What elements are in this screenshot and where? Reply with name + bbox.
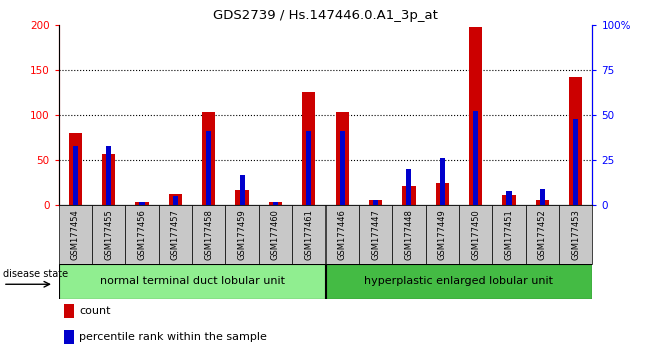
Text: disease state: disease state xyxy=(3,269,68,279)
Bar xyxy=(192,205,225,264)
Bar xyxy=(302,92,316,205)
Bar xyxy=(240,175,245,205)
Bar xyxy=(392,205,426,264)
Bar xyxy=(574,119,578,205)
Text: GSM177447: GSM177447 xyxy=(371,209,380,260)
Bar xyxy=(68,133,82,205)
Text: GSM177454: GSM177454 xyxy=(71,209,80,260)
Bar xyxy=(273,202,278,205)
Bar xyxy=(269,202,282,205)
Bar xyxy=(64,304,74,318)
Bar xyxy=(569,77,583,205)
Bar xyxy=(73,146,77,205)
Bar xyxy=(459,205,492,264)
Bar xyxy=(326,264,592,299)
Text: GSM177461: GSM177461 xyxy=(304,209,313,260)
Bar xyxy=(525,205,559,264)
Bar xyxy=(503,195,516,205)
Bar xyxy=(258,205,292,264)
Bar xyxy=(559,205,592,264)
Bar xyxy=(436,183,449,205)
Text: count: count xyxy=(79,306,111,316)
Bar xyxy=(92,205,125,264)
Bar xyxy=(506,191,512,205)
Text: hyperplastic enlarged lobular unit: hyperplastic enlarged lobular unit xyxy=(365,276,553,286)
Text: GSM177448: GSM177448 xyxy=(404,209,413,260)
Bar xyxy=(406,169,411,205)
Bar xyxy=(225,205,258,264)
Text: percentile rank within the sample: percentile rank within the sample xyxy=(79,332,267,342)
Bar xyxy=(340,131,344,205)
Bar xyxy=(369,200,382,205)
Bar xyxy=(236,190,249,205)
Text: GSM177460: GSM177460 xyxy=(271,209,280,260)
Bar xyxy=(292,205,326,264)
Bar xyxy=(173,196,178,205)
Bar xyxy=(492,205,525,264)
Text: GSM177446: GSM177446 xyxy=(338,209,347,260)
Bar xyxy=(335,112,349,205)
Text: GSM177451: GSM177451 xyxy=(505,209,514,260)
Bar xyxy=(139,202,145,205)
Text: GSM177458: GSM177458 xyxy=(204,209,214,260)
Bar xyxy=(307,131,311,205)
Bar xyxy=(536,200,549,205)
Bar xyxy=(440,158,445,205)
Text: GSM177457: GSM177457 xyxy=(171,209,180,260)
Text: GSM177449: GSM177449 xyxy=(437,209,447,260)
Text: GSM177455: GSM177455 xyxy=(104,209,113,260)
Bar xyxy=(373,200,378,205)
Bar xyxy=(202,112,215,205)
Bar xyxy=(206,131,211,205)
Title: GDS2739 / Hs.147446.0.A1_3p_at: GDS2739 / Hs.147446.0.A1_3p_at xyxy=(213,9,438,22)
Bar xyxy=(135,202,148,205)
Bar xyxy=(540,189,545,205)
Bar xyxy=(59,205,92,264)
Bar xyxy=(59,264,326,299)
Bar xyxy=(106,146,111,205)
Text: GSM177456: GSM177456 xyxy=(137,209,146,260)
Bar xyxy=(102,154,115,205)
Bar xyxy=(426,205,459,264)
Bar xyxy=(326,205,359,264)
Bar xyxy=(469,28,482,205)
Bar xyxy=(169,194,182,205)
Bar xyxy=(159,205,192,264)
Text: GSM177459: GSM177459 xyxy=(238,209,247,260)
Text: GSM177452: GSM177452 xyxy=(538,209,547,260)
Bar xyxy=(359,205,392,264)
Bar xyxy=(125,205,159,264)
Text: GSM177453: GSM177453 xyxy=(571,209,580,260)
Bar xyxy=(473,112,478,205)
Text: GSM177450: GSM177450 xyxy=(471,209,480,260)
Text: normal terminal duct lobular unit: normal terminal duct lobular unit xyxy=(100,276,284,286)
Bar xyxy=(402,186,415,205)
Bar xyxy=(64,330,74,344)
